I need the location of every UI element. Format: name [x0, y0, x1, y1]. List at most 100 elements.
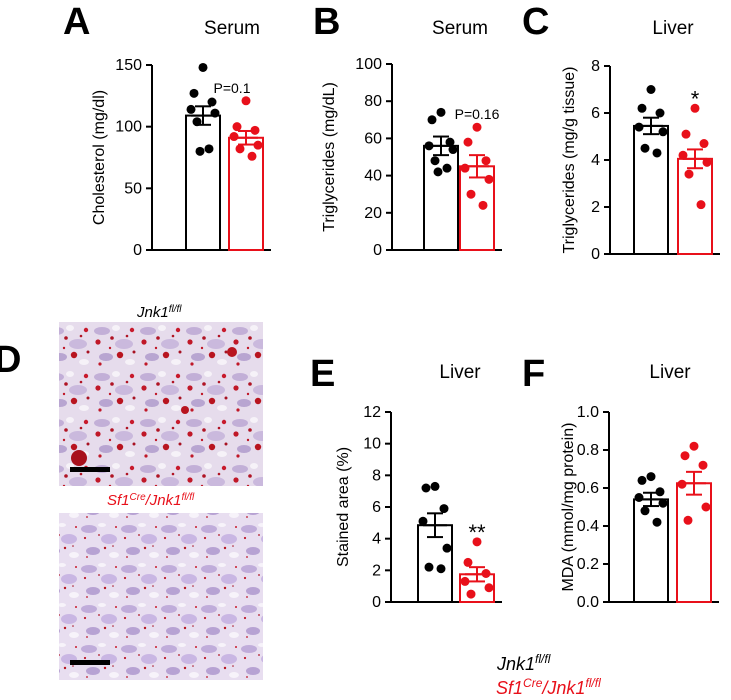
data-point — [472, 122, 482, 132]
data-point — [640, 506, 650, 516]
data-point — [646, 472, 656, 482]
y-axis-label: MDA (mmol/mg protein) — [560, 423, 577, 592]
significance-label: P=0.16 — [455, 106, 500, 122]
data-point — [646, 85, 656, 94]
data-point — [634, 493, 644, 502]
bar-control — [633, 498, 669, 603]
data-point — [198, 62, 208, 72]
data-point — [690, 103, 700, 113]
lipid-droplet — [227, 347, 237, 357]
bar-knockout — [228, 136, 264, 251]
scale-bar-control — [70, 467, 110, 472]
data-point — [442, 543, 452, 553]
data-point — [430, 156, 440, 166]
y-tick-label: 8 — [372, 467, 381, 484]
data-point — [696, 200, 706, 210]
y-tick-label: 40 — [364, 168, 382, 185]
y-tick-label: 0.4 — [577, 518, 599, 535]
data-point — [207, 97, 217, 107]
y-tick-label: 0.0 — [577, 594, 599, 611]
data-point — [250, 125, 260, 135]
y-tick-label: 60 — [364, 130, 382, 147]
panel-letter-d: D — [0, 339, 21, 381]
data-point — [463, 557, 473, 567]
bar-knockout — [676, 482, 712, 603]
chart-title: Serum — [432, 18, 488, 39]
data-point — [424, 141, 434, 151]
lipid-droplet — [181, 406, 189, 414]
chart-a: Serum 0 50 100 150 Cholesterol (mg/dl) P=0.1 — [91, 18, 271, 259]
data-point — [204, 144, 214, 154]
y-tick-label: 2 — [372, 562, 381, 579]
bar-knockout — [459, 165, 495, 251]
legend-knockout: Sf1Cre/Jnk1fl/fl — [496, 676, 601, 698]
y-tick-label: 10 — [363, 436, 381, 453]
data-point — [442, 163, 452, 173]
data-point — [235, 144, 245, 154]
data-point — [481, 156, 491, 166]
y-tick-label: 0 — [373, 242, 382, 259]
y-axis-label: Stained area (%) — [335, 447, 352, 567]
data-point — [195, 146, 205, 156]
significance-label: * — [691, 86, 700, 111]
image-label-control: Jnk1fl/fl — [136, 304, 182, 322]
bar-control — [185, 114, 221, 251]
legend-control: Jnk1fl/fl — [496, 652, 551, 674]
chart-title: Liver — [649, 362, 691, 383]
data-point — [439, 504, 449, 514]
y-tick-label: 6 — [372, 499, 381, 516]
data-point — [445, 137, 455, 147]
data-point — [418, 516, 428, 526]
y-tick-label: 50 — [124, 180, 142, 197]
data-point — [466, 589, 476, 599]
chart-e: Liver 0 2 4 6 8 10 12 Stained area (%) ** — [335, 362, 502, 611]
data-point — [421, 483, 431, 493]
y-tick-label: 0 — [591, 246, 600, 263]
chart-title: Serum — [204, 18, 260, 39]
data-point — [677, 479, 687, 489]
data-point — [652, 148, 662, 158]
data-point — [484, 583, 494, 593]
chart-c: Liver 0 2 4 6 8 Triglycerides (mg/g tissue) * — [561, 18, 720, 263]
y-tick-label: 8 — [591, 58, 600, 75]
y-tick-label: 6 — [591, 105, 600, 122]
data-point — [460, 576, 470, 586]
y-tick-label: 1.0 — [577, 404, 599, 421]
data-point — [460, 163, 470, 173]
data-point — [634, 122, 644, 132]
panel-letter-f: F — [522, 353, 545, 395]
data-point — [698, 460, 708, 470]
bar-control — [423, 144, 459, 251]
y-tick-label: 0.2 — [577, 556, 599, 573]
micrograph-control — [59, 322, 263, 486]
data-point — [655, 108, 665, 118]
y-tick-label: 12 — [363, 404, 381, 421]
y-tick-label: 100 — [115, 119, 142, 136]
y-tick-label: 0 — [133, 242, 142, 259]
data-point — [448, 145, 458, 155]
chart-title: Liver — [652, 18, 694, 39]
data-point — [702, 157, 712, 167]
y-tick-label: 20 — [364, 205, 382, 222]
data-point — [186, 104, 196, 114]
data-point — [680, 451, 690, 461]
y-tick-label: 4 — [372, 531, 381, 548]
y-tick-label: 0 — [372, 594, 381, 611]
data-point — [430, 481, 440, 491]
data-point — [253, 140, 263, 150]
data-point — [436, 107, 446, 117]
data-point — [484, 174, 494, 184]
lipid-droplet — [71, 450, 87, 466]
data-point — [637, 103, 647, 113]
chart-title: Liver — [439, 362, 481, 383]
micrograph-knockout — [59, 513, 263, 680]
data-point — [658, 498, 668, 508]
data-point — [241, 96, 251, 106]
data-point — [466, 189, 476, 199]
data-point — [699, 139, 709, 149]
y-axis-label: Triglycerides (mg/dL) — [321, 82, 338, 232]
bar-control — [633, 124, 669, 255]
